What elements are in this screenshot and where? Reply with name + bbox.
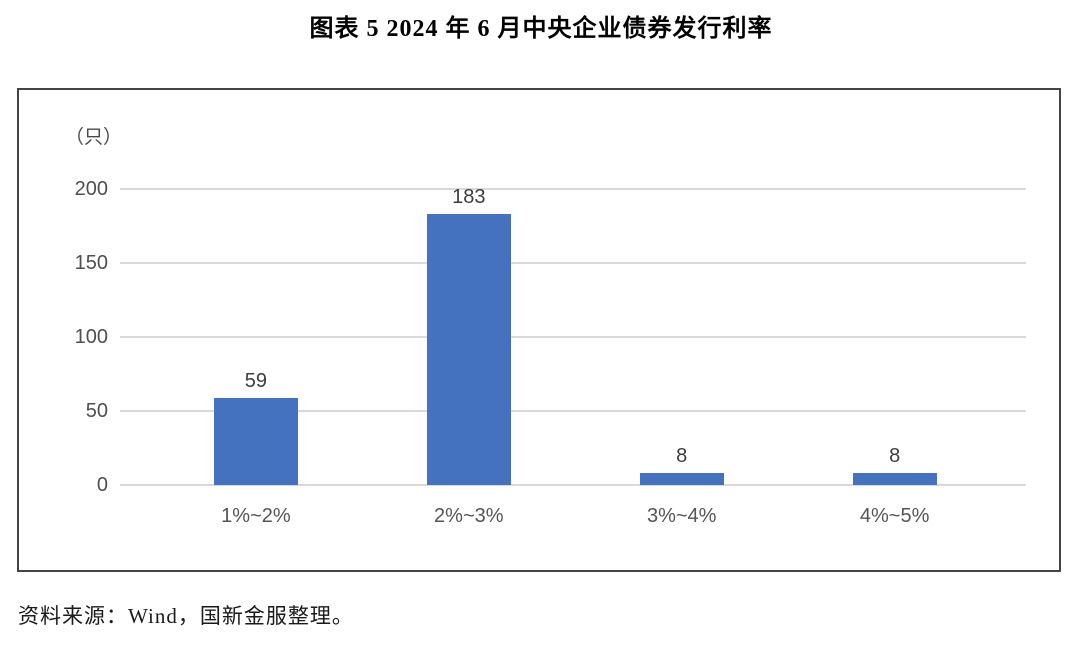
bar-1%~2%[interactable] xyxy=(213,397,298,485)
y-axis-tick-label: 150 xyxy=(74,252,108,274)
plot-area: 59 183 8 8 xyxy=(120,186,1026,486)
gridline xyxy=(120,484,1026,486)
bar-value-label: 8 xyxy=(676,445,688,468)
y-axis-tick-label: 100 xyxy=(74,326,108,348)
gridline xyxy=(120,188,1026,190)
y-axis-unit-label: （只） xyxy=(65,127,123,148)
bar-value-label: 59 xyxy=(244,369,268,392)
chart-title: 图表 5 2024 年 6 月中央企业债券发行利率 xyxy=(309,16,773,42)
x-axis-category-label: 2%~3% xyxy=(434,505,504,527)
x-axis-category-label: 4%~5% xyxy=(859,505,930,527)
y-axis-tick-label: 200 xyxy=(74,178,108,200)
bar-3%~4%[interactable] xyxy=(639,473,724,485)
y-axis-tick-label: 0 xyxy=(96,474,108,496)
bar-value-label: 8 xyxy=(889,445,901,468)
x-axis-category-label: 1%~2% xyxy=(221,505,291,527)
bar-value-label: 183 xyxy=(452,186,486,209)
source-note: 资料来源：Wind，国新金服整理。 xyxy=(18,604,354,628)
y-axis-tick-label: 50 xyxy=(85,400,108,422)
bar-2%~3%[interactable] xyxy=(426,214,511,485)
chart-area: （只） 59 183 8 8 0 50 100 150 200 1%~2% 2%~3% 3%~4% 4… xyxy=(17,88,1061,572)
bar-4%~5%[interactable] xyxy=(852,473,937,485)
gridline xyxy=(120,410,1026,412)
x-axis-category-label: 3%~4% xyxy=(646,505,717,527)
gridline xyxy=(120,336,1026,338)
gridline xyxy=(120,262,1026,264)
